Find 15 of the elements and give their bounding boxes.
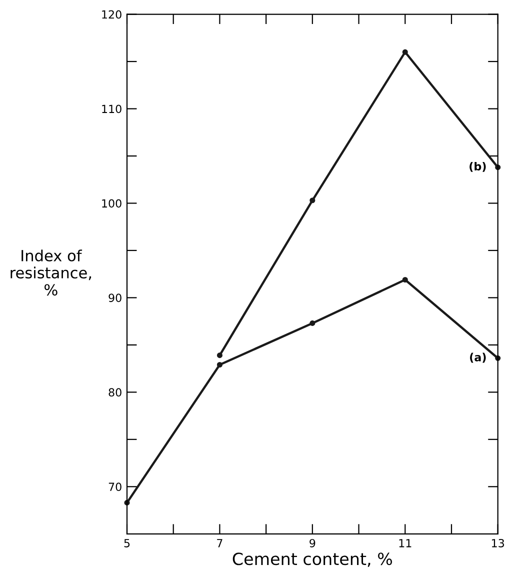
y-axis-title: Index of resistance, % <box>10 250 92 296</box>
annotation: (b) <box>470 162 486 172</box>
y-tick-label: 80 <box>108 388 122 397</box>
x-tick-label: 5 <box>124 539 130 548</box>
x-tick-label: 9 <box>310 538 316 548</box>
x-axis-title: Cement content, % <box>232 552 392 567</box>
y-tick-label: 110 <box>102 104 122 114</box>
y-tick-label: 70 <box>108 482 122 492</box>
x-tick-label: 7 <box>217 539 222 548</box>
annotation: (a) <box>470 352 486 363</box>
x-tick-label: 13 <box>492 538 504 548</box>
y-tick-label: 90 <box>108 294 122 302</box>
x-tick-label: 11 <box>399 539 412 548</box>
y-tick-label: 120 <box>102 10 122 19</box>
y-tick-label: 100 <box>102 199 122 208</box>
